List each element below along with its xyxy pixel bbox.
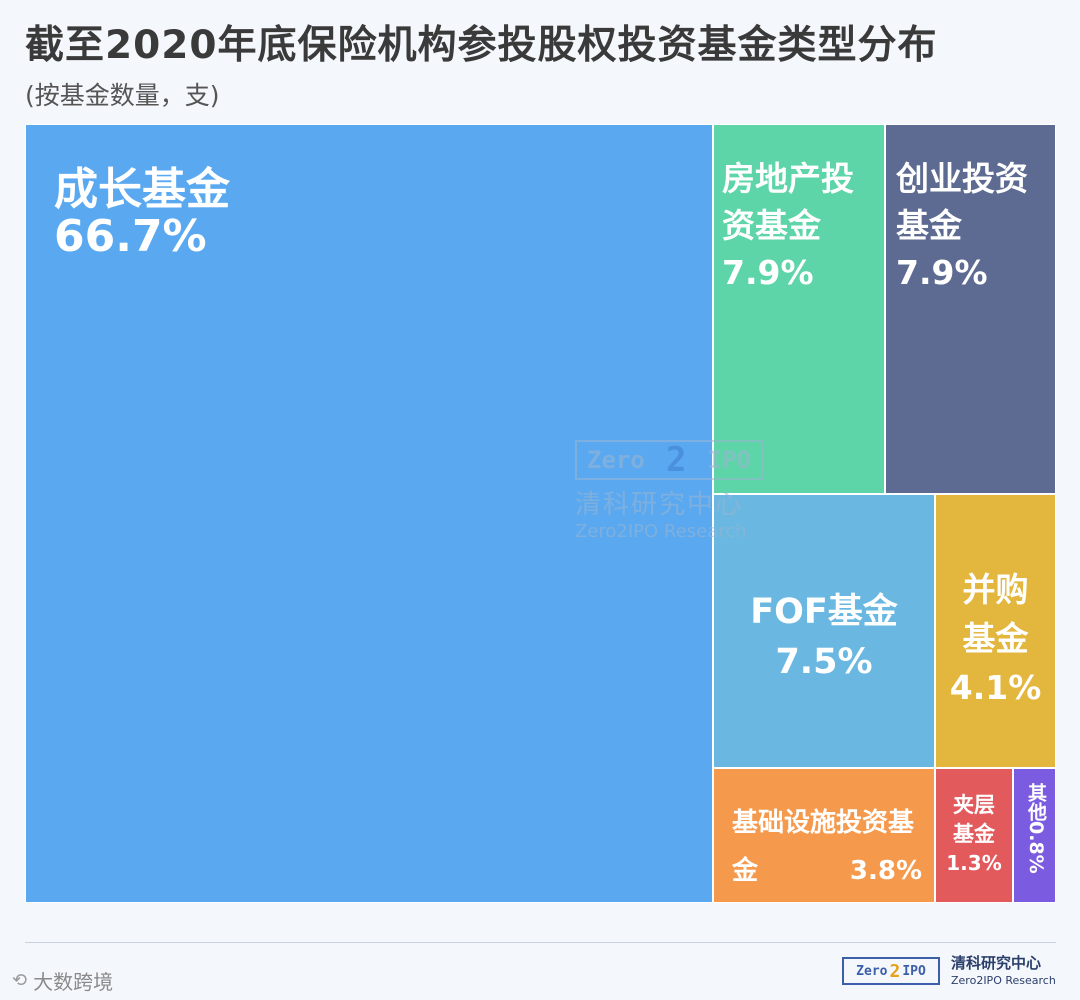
tile-label: 基础设施投资基金 (732, 808, 915, 886)
tile-value: 0.8% (1025, 821, 1047, 874)
zero2ipo-logo: Zero 2 IPO (842, 957, 940, 985)
tile-value: 3.8% (849, 856, 922, 886)
logo-right: IPO (902, 963, 926, 979)
tile-other: 其他0.8% (1013, 768, 1056, 903)
org-name-cn: 清科研究中心 (951, 954, 1042, 972)
tile-value: 7.9% (722, 253, 814, 292)
tile-mezzanine-fund: 夹层基金 1.3% (935, 768, 1013, 903)
source-brand-label: 大数跨境 (33, 970, 114, 994)
tile-real-estate-fund: 房地产投资基金 7.9% (713, 124, 885, 494)
tile-label: 夹层基金 (953, 793, 995, 846)
chart-title: 截至2020年底保险机构参投股权投资基金类型分布 (25, 23, 938, 68)
tile-label: 房地产投资基金 (722, 159, 854, 245)
footer-divider (25, 942, 1056, 943)
tile-label: FOF基金 (750, 592, 898, 632)
tile-value: 4.1% (949, 668, 1042, 707)
tile-value: 7.5% (775, 642, 873, 682)
treemap: 成长基金 66.7% 房地产投资基金 7.9% 创业投资基金 7.9% FOF基… (25, 124, 1056, 903)
tile-value: 1.3% (946, 851, 1002, 875)
chart-subtitle: (按基金数量，支) (25, 81, 220, 110)
org-name-en: Zero2IPO Research (951, 974, 1056, 987)
tile-ma-fund: 并购基金 4.1% (935, 494, 1056, 768)
tile-label: 创业投资基金 (896, 159, 1028, 245)
tile-label: 其他 (1025, 783, 1047, 821)
tile-label: 并购基金 (962, 570, 1029, 658)
brand-mark-icon: ⟲ (12, 970, 28, 991)
tile-fof-fund: FOF基金 7.5% (713, 494, 935, 768)
tile-infrastructure-fund: 基础设施投资基金 3.8% (713, 768, 935, 903)
logo-left: Zero (856, 963, 888, 979)
logo-mid: 2 (889, 960, 901, 982)
tile-growth-fund: 成长基金 66.7% (25, 124, 713, 903)
tile-venture-fund: 创业投资基金 7.9% (885, 124, 1056, 494)
tile-label: 成长基金 (54, 164, 230, 215)
source-brand: ⟲ 大数跨境 (12, 966, 113, 995)
tile-value: 66.7% (54, 211, 207, 262)
tile-value: 7.9% (896, 253, 988, 292)
org-name: 清科研究中心 Zero2IPO Research (951, 955, 1056, 989)
